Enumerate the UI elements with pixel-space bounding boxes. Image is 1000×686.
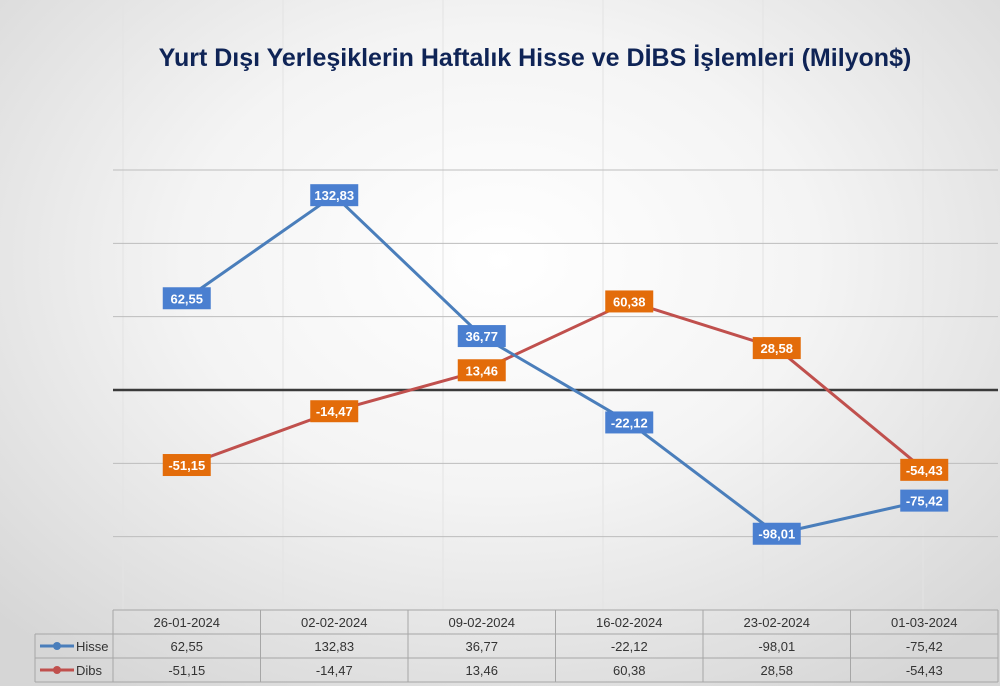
- data-label-hisse: -22,12: [605, 411, 654, 434]
- data-label-hisse: 132,83: [310, 184, 359, 207]
- table-cell-hisse: 36,77: [465, 639, 498, 654]
- column-gridlines: [122, 0, 924, 610]
- table-cell-hisse: 62,55: [170, 639, 203, 654]
- table-cell-dibs: -51,15: [168, 663, 205, 678]
- data-label-dibs: -14,47: [310, 400, 359, 423]
- data-label-box: [457, 359, 506, 382]
- series-layer: [176, 184, 935, 545]
- x-tick-label: 02-02-2024: [301, 615, 368, 630]
- data-label-box: [752, 522, 801, 545]
- data-label-text: -14,47: [316, 404, 353, 419]
- data-label-box: [900, 458, 949, 481]
- data-label-dibs: -54,43: [900, 458, 949, 481]
- data-label-text: 36,77: [465, 329, 498, 344]
- data-label-box: [310, 184, 359, 207]
- data-table: 26-01-2024 02-02-2024 09-02-2024 16-02-2024…: [34, 609, 999, 683]
- data-label-hisse: -98,01: [752, 522, 801, 545]
- x-tick-label: 23-02-2024: [744, 615, 811, 630]
- data-label-text: 13,46: [465, 363, 498, 378]
- data-labels: -51,15 -14,47 13,46 60,38 28,58 -54,43 62,55 13…: [162, 184, 949, 545]
- table-cell-dibs: 13,46: [465, 663, 498, 678]
- data-label-text: -54,43: [906, 463, 943, 478]
- data-label-hisse: 62,55: [162, 287, 211, 310]
- chart-title: Yurt Dışı Yerleşiklerin Haftalık Hisse v…: [159, 44, 912, 72]
- table-cell-hisse: -75,42: [906, 639, 943, 654]
- data-label-dibs: 60,38: [605, 290, 654, 313]
- data-label-text: 132,83: [314, 188, 354, 203]
- data-label-dibs: 13,46: [457, 359, 506, 382]
- data-label-hisse: -75,42: [900, 489, 949, 512]
- data-label-text: -22,12: [611, 415, 648, 430]
- data-label-box: [457, 325, 506, 348]
- data-label-box: [605, 290, 654, 313]
- data-label-box: [752, 337, 801, 360]
- x-tick-label: 16-02-2024: [596, 615, 663, 630]
- table-cell-hisse: -22,12: [611, 639, 648, 654]
- data-label-text: -75,42: [906, 494, 943, 509]
- data-label-text: 28,58: [760, 341, 793, 356]
- legend-marker-hisse: [53, 642, 61, 650]
- x-tick-label: 26-01-2024: [154, 615, 221, 630]
- data-label-box: [162, 454, 211, 477]
- table-cell-hisse: -98,01: [758, 639, 795, 654]
- table-cell-hisse: 132,83: [314, 639, 354, 654]
- legend-label-hisse: Hisse: [76, 639, 109, 654]
- legend-label-dibs: Dibs: [76, 663, 103, 678]
- legend-marker-dibs: [53, 666, 61, 674]
- data-label-dibs: 28,58: [752, 337, 801, 360]
- data-label-box: [900, 489, 949, 512]
- data-label-box: [162, 287, 211, 310]
- data-label-text: -51,15: [168, 458, 205, 473]
- x-tick-label: 09-02-2024: [449, 615, 516, 630]
- table-cell-dibs: 28,58: [760, 663, 793, 678]
- data-label-text: 62,55: [170, 291, 203, 306]
- series-line-dibs: [186, 299, 926, 471]
- data-label-hisse: 36,77: [457, 325, 506, 348]
- x-tick-label: 01-03-2024: [891, 615, 958, 630]
- table-cell-dibs: 60,38: [613, 663, 646, 678]
- series-line-hisse: [185, 193, 925, 536]
- table-cell-dibs: -14,47: [316, 663, 353, 678]
- data-label-box: [605, 411, 654, 434]
- horizontal-gridlines: [113, 169, 998, 538]
- data-label-text: -98,01: [758, 527, 795, 542]
- data-label-box: [310, 400, 359, 423]
- data-label-text: 60,38: [613, 294, 646, 309]
- data-label-dibs: -51,15: [162, 454, 211, 477]
- table-cell-dibs: -54,43: [906, 663, 943, 678]
